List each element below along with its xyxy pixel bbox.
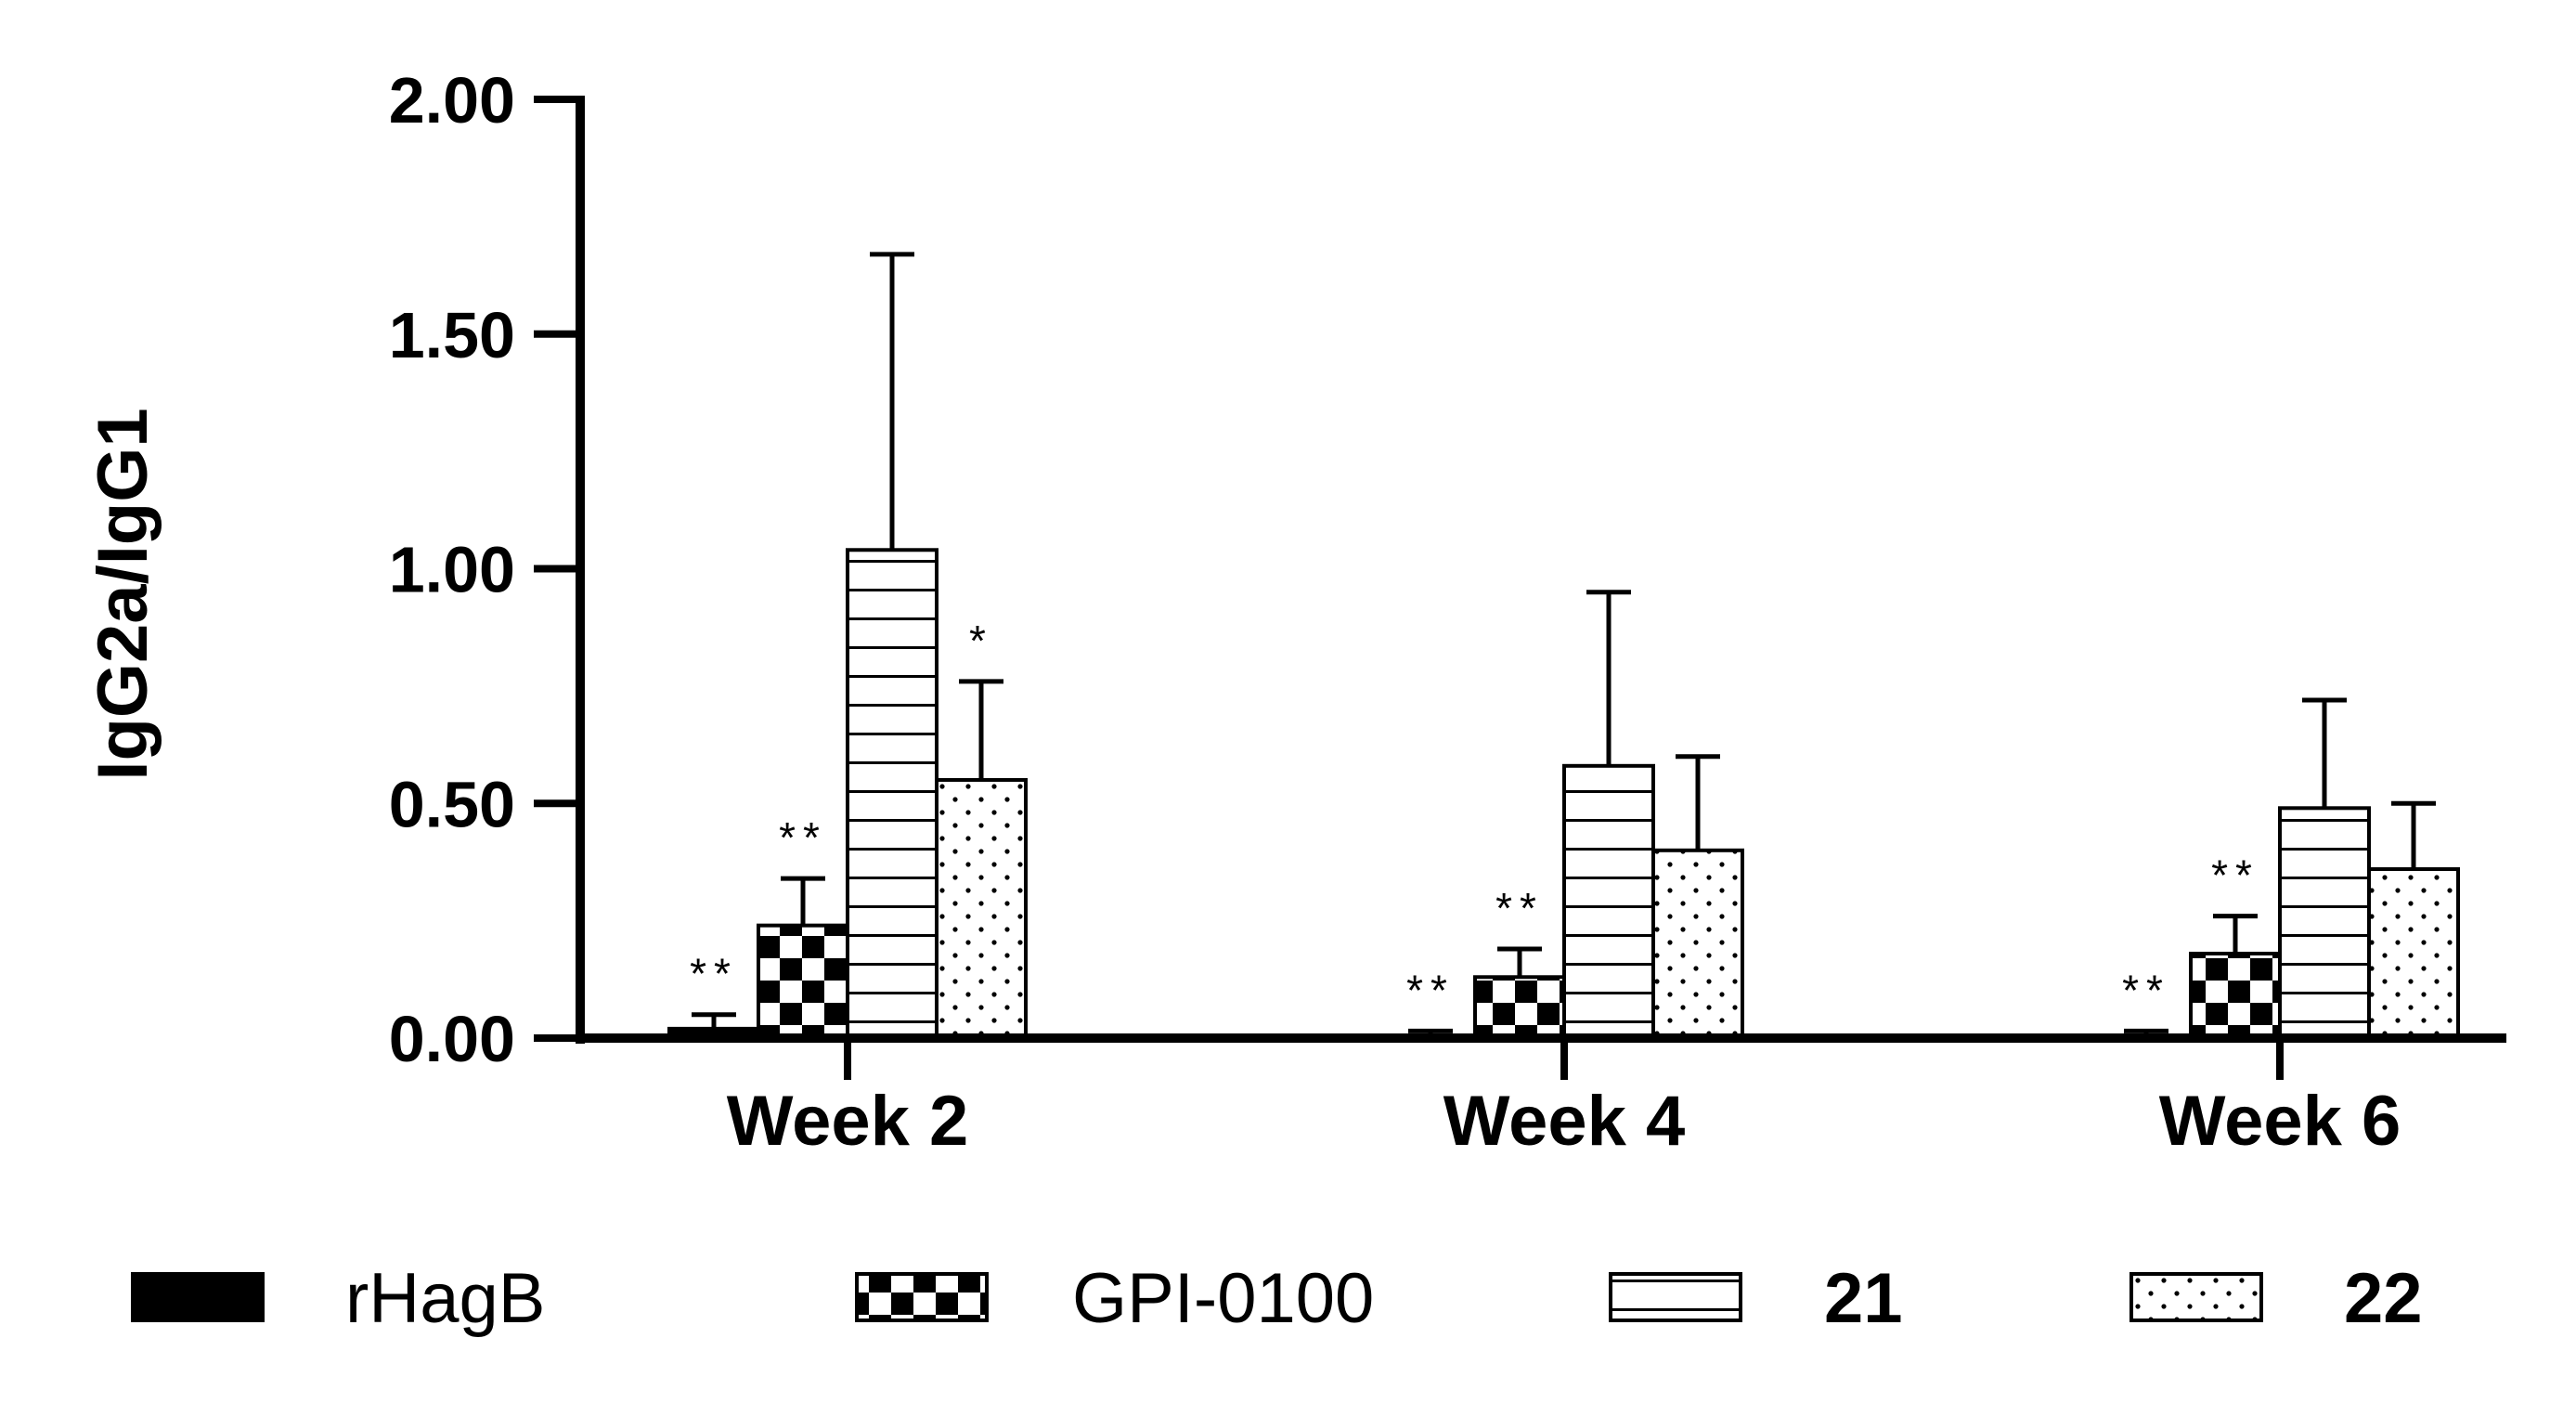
- significance-annotation: **: [2211, 851, 2259, 900]
- y-tick-label: 0.00: [389, 1003, 515, 1075]
- bar: [2278, 806, 2371, 1040]
- y-tick-label: 0.50: [389, 768, 515, 840]
- bar: [1562, 763, 1655, 1040]
- legend: rHagB GPI-0100 21 22: [131, 1259, 2423, 1338]
- legend-swatch: [1609, 1272, 1742, 1322]
- y-axis: 0.00 0.50 1.00 1.50 2.00: [389, 64, 585, 1075]
- legend-label: rHagB: [345, 1259, 545, 1338]
- significance-annotation: *: [969, 617, 993, 665]
- significance-annotation: **: [690, 950, 738, 998]
- legend-swatch: [131, 1272, 265, 1322]
- legend-label: 22: [2344, 1259, 2423, 1338]
- bar: [2189, 952, 2282, 1041]
- significance-annotation: **: [1495, 884, 1544, 932]
- bar: [935, 777, 1028, 1040]
- x-axis: Week 2 Week 4 Week 6: [576, 1033, 2506, 1161]
- y-axis-label: IgG2a/IgG1: [84, 408, 162, 780]
- bars: *************: [667, 252, 2460, 1041]
- significance-annotation: **: [779, 813, 827, 862]
- bar: [846, 548, 938, 1040]
- y-tick-label: 2.00: [389, 64, 515, 136]
- x-tick-label: Week 6: [2159, 1082, 2401, 1161]
- x-tick-label: Week 2: [727, 1082, 969, 1161]
- legend-label: 21: [1824, 1259, 1903, 1338]
- bar: [757, 923, 849, 1040]
- legend-label: GPI-0100: [1072, 1259, 1374, 1338]
- y-tick-label: 1.00: [389, 534, 515, 606]
- y-tick-label: 1.50: [389, 299, 515, 371]
- bar: [1473, 975, 1566, 1041]
- legend-swatch: [2129, 1272, 2263, 1322]
- bar: [2367, 867, 2460, 1041]
- bar: [1651, 848, 1744, 1040]
- significance-annotation: **: [1406, 966, 1455, 1014]
- x-tick-label: Week 4: [1443, 1082, 1686, 1161]
- significance-annotation: **: [2122, 966, 2170, 1014]
- legend-swatch: [855, 1272, 989, 1322]
